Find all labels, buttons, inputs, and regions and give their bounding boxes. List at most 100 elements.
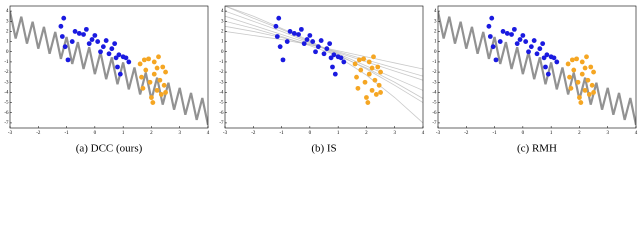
y-tick-label: 0 (221, 50, 224, 55)
data-point (534, 51, 540, 57)
data-point (582, 87, 588, 93)
data-point (296, 32, 301, 37)
data-point (544, 52, 550, 58)
y-tick-label: -4 (219, 91, 224, 96)
data-point (356, 57, 362, 63)
x-tick-label: 3 (393, 131, 396, 136)
data-point (373, 92, 379, 97)
y-tick-label: 4 (6, 9, 9, 14)
data-point (98, 49, 103, 55)
data-point (543, 64, 548, 70)
x-tick-label: 0 (94, 131, 97, 136)
data-point (537, 46, 543, 52)
data-point (509, 32, 514, 37)
data-point (143, 67, 149, 73)
data-point (574, 56, 579, 62)
data-point (123, 55, 129, 61)
data-point (115, 64, 120, 70)
data-point (156, 54, 161, 60)
y-tick-label: -3 (432, 80, 437, 85)
y-tick-label: -3 (219, 80, 224, 85)
x-tick-label: 4 (207, 131, 210, 136)
data-point (371, 54, 376, 60)
data-point (568, 85, 574, 91)
data-point (589, 82, 595, 88)
y-tick-label: -1 (219, 60, 224, 65)
panel: -3 -2 -1 0 1 2 3 4 4 3 2 1 0 -1 -2 -3 -4 -5 -6 -7 (a) DCC (o… (4, 5, 210, 155)
y-tick-label: -5 (4, 101, 9, 106)
data-point (577, 95, 582, 100)
data-point (493, 57, 499, 63)
x-tick-label: 1 (122, 131, 125, 136)
data-point (362, 79, 368, 85)
data-point (575, 79, 581, 85)
data-point (366, 59, 372, 65)
data-point (361, 56, 366, 62)
x-tick-label: 1 (550, 131, 553, 136)
sample-line (225, 31, 423, 70)
x-tick-label: -3 (8, 131, 13, 136)
data-point (365, 100, 371, 105)
y-tick-label: 3 (221, 19, 224, 24)
data-point (504, 31, 510, 36)
data-point (157, 77, 163, 83)
data-point (489, 15, 495, 21)
data-point (571, 67, 577, 73)
data-point (338, 55, 344, 61)
data-point (486, 23, 492, 29)
data-point (154, 65, 160, 71)
data-point (274, 34, 280, 39)
data-point (591, 90, 596, 95)
data-point (315, 44, 321, 50)
x-tick-label: 2 (365, 131, 368, 136)
panel: -3 -2 -1 0 1 2 3 4 4 3 2 1 0 -1 -2 -3 -4 -5 -6 -7 (c) RMH (432, 5, 638, 155)
data-point (352, 61, 358, 67)
sample-line (225, 10, 423, 103)
y-tick-label: -7 (219, 121, 224, 126)
data-point (332, 71, 338, 77)
data-point (141, 57, 147, 63)
data-point (304, 37, 310, 42)
data-point (369, 87, 375, 93)
data-point (364, 95, 369, 100)
data-point (584, 54, 589, 60)
data-point (545, 71, 551, 77)
y-tick-label: 2 (434, 30, 437, 35)
data-point (520, 33, 526, 38)
y-tick-label: -4 (432, 91, 437, 96)
data-point (540, 41, 546, 47)
data-point (83, 26, 89, 32)
data-point (565, 61, 571, 67)
data-point (277, 44, 283, 50)
data-point (579, 71, 585, 77)
data-point (146, 56, 152, 62)
data-point (528, 44, 534, 50)
x-tick-label: 3 (178, 131, 181, 136)
data-point (280, 57, 286, 63)
data-point (116, 52, 122, 58)
data-point (291, 31, 297, 36)
y-tick-label: -2 (432, 70, 437, 75)
data-point (106, 51, 112, 57)
x-tick-label: -3 (223, 131, 228, 136)
y-tick-label: -5 (432, 101, 437, 106)
data-point (523, 39, 529, 44)
data-point (531, 38, 537, 43)
data-point (65, 57, 71, 63)
data-point (310, 39, 316, 44)
x-tick-label: 1 (337, 131, 340, 136)
plot-area (438, 11, 636, 126)
y-tick-label: 2 (6, 30, 9, 35)
data-point (103, 38, 109, 43)
sample-line (225, 20, 423, 99)
x-tick-label: 0 (522, 131, 525, 136)
data-point (487, 34, 493, 39)
y-tick-label: -6 (432, 111, 437, 116)
data-point (301, 41, 307, 47)
data-point (163, 69, 168, 75)
y-tick-label: -4 (4, 91, 9, 96)
data-point (113, 55, 119, 61)
frame (9, 5, 209, 129)
data-point (321, 51, 327, 57)
y-tick-label: -2 (4, 70, 9, 75)
